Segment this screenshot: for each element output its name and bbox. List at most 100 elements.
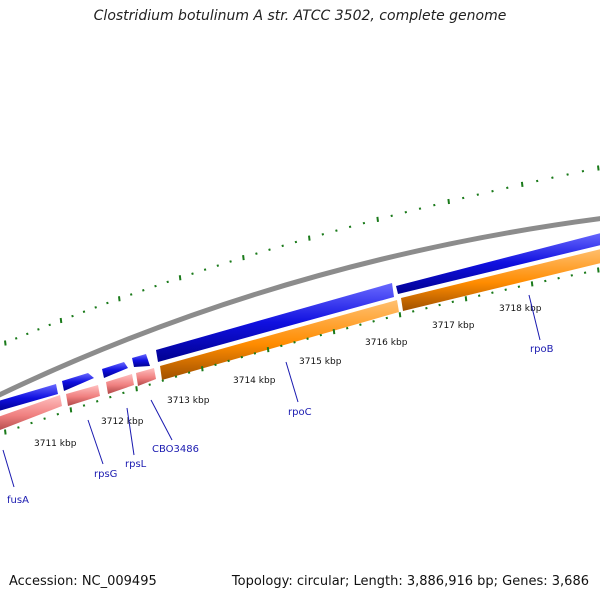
tick-mark bbox=[477, 294, 481, 297]
tick-mark bbox=[332, 328, 336, 335]
tick-mark bbox=[566, 173, 569, 176]
tick-mark bbox=[14, 337, 18, 340]
tick-mark bbox=[129, 293, 133, 296]
tick-mark bbox=[345, 326, 349, 330]
tick-mark bbox=[161, 379, 165, 382]
tick-mark bbox=[56, 412, 60, 416]
tick-mark bbox=[17, 426, 20, 429]
tick-mark bbox=[4, 429, 7, 435]
tick-mark bbox=[82, 310, 86, 313]
tick-mark bbox=[376, 216, 379, 223]
tick-mark bbox=[398, 312, 402, 318]
genome-backbone bbox=[0, 216, 600, 398]
tick-mark bbox=[26, 332, 29, 336]
reverse-operon-2 bbox=[401, 249, 600, 311]
tick-mark bbox=[4, 340, 7, 346]
outer-tick-marks bbox=[4, 165, 600, 346]
tick-mark bbox=[517, 285, 521, 288]
tick-mark bbox=[597, 267, 600, 273]
tick-mark bbox=[551, 176, 554, 179]
tick-mark bbox=[359, 323, 362, 326]
tick-mark bbox=[581, 169, 585, 173]
tick-mark bbox=[535, 179, 539, 183]
tick-mark bbox=[308, 235, 311, 241]
tick-mark bbox=[253, 352, 257, 355]
tick-mark bbox=[476, 193, 480, 196]
kbp-label: 3715 kbp bbox=[299, 357, 342, 367]
tick-mark bbox=[268, 248, 271, 251]
kbp-label: 3711 kbp bbox=[34, 439, 77, 449]
tick-mark bbox=[404, 210, 408, 214]
tick-mark bbox=[203, 268, 207, 271]
tick-mark bbox=[451, 300, 455, 304]
tick-mark bbox=[447, 198, 450, 205]
tick-mark bbox=[122, 391, 125, 395]
tick-mark bbox=[433, 203, 436, 207]
tick-mark bbox=[94, 306, 97, 309]
tick-mark bbox=[255, 252, 258, 255]
tick-mark bbox=[504, 288, 507, 291]
tick-mark bbox=[372, 320, 375, 323]
reverse-gene-1 bbox=[0, 395, 62, 431]
gene-label-rpsL: rpsL bbox=[125, 459, 147, 470]
tick-mark bbox=[464, 296, 468, 302]
tick-mark bbox=[570, 274, 574, 277]
tick-mark bbox=[59, 317, 63, 324]
tick-mark bbox=[321, 233, 325, 236]
tick-mark bbox=[557, 276, 560, 280]
reverse-operon-1 bbox=[160, 300, 399, 380]
tick-mark bbox=[319, 333, 323, 337]
tick-mark bbox=[411, 310, 415, 313]
gene-label-rpsG: rpsG bbox=[94, 469, 117, 480]
tick-mark bbox=[37, 328, 40, 331]
gene-leader-lines bbox=[2, 294, 541, 488]
tick-mark bbox=[348, 225, 352, 229]
gene-label-CBO3486: CBO3486 bbox=[152, 444, 199, 455]
tick-mark bbox=[106, 301, 109, 305]
tick-mark bbox=[280, 344, 283, 348]
tick-mark bbox=[242, 254, 245, 261]
reverse-gene-2 bbox=[66, 385, 100, 406]
tick-mark bbox=[385, 316, 389, 320]
tick-mark bbox=[520, 181, 524, 188]
tick-mark bbox=[82, 404, 86, 407]
tick-mark bbox=[583, 271, 587, 274]
kbp-labels: 3711 kbp 3712 kbp 3713 kbp 3714 kbp 3715… bbox=[34, 304, 542, 449]
tick-mark bbox=[240, 355, 244, 359]
forward-strand bbox=[0, 233, 600, 411]
tick-mark bbox=[216, 264, 220, 267]
gene-rpoC-arrow bbox=[156, 283, 394, 362]
tick-mark bbox=[142, 289, 145, 292]
gene-label-rpoB: rpoB bbox=[530, 344, 554, 355]
tick-mark bbox=[425, 306, 428, 310]
reverse-strand bbox=[0, 249, 600, 431]
tick-mark bbox=[438, 303, 441, 307]
tick-mark bbox=[294, 240, 298, 244]
tick-mark bbox=[118, 296, 121, 302]
tick-mark bbox=[135, 386, 138, 392]
reverse-gene-3 bbox=[106, 374, 134, 394]
tick-mark bbox=[191, 272, 194, 275]
accession-text: Accession: NC_009495 bbox=[9, 574, 157, 589]
gene-CBO3486-arrow bbox=[132, 354, 150, 367]
reverse-gene-4 bbox=[136, 368, 156, 386]
kbp-label: 3718 kbp bbox=[499, 304, 542, 314]
tick-mark bbox=[109, 395, 112, 399]
tick-mark bbox=[306, 337, 309, 340]
kbp-label: 3716 kbp bbox=[365, 338, 408, 348]
tick-mark bbox=[491, 291, 494, 294]
gene-rpsG-arrow bbox=[62, 373, 94, 391]
tick-mark bbox=[530, 281, 534, 287]
tick-mark bbox=[174, 375, 178, 378]
tick-mark bbox=[362, 221, 366, 225]
tick-mark bbox=[154, 284, 157, 288]
tick-mark bbox=[71, 314, 74, 318]
tick-mark bbox=[293, 341, 296, 344]
map-title: Clostridium botulinum A str. ATCC 3502, … bbox=[93, 8, 507, 24]
genome-summary-text: Topology: circular; Length: 3,886,916 bp… bbox=[231, 574, 589, 589]
tick-mark bbox=[227, 359, 230, 363]
tick-mark bbox=[229, 260, 232, 263]
tick-mark bbox=[544, 279, 547, 283]
kbp-label: 3713 kbp bbox=[167, 396, 210, 406]
tick-mark bbox=[166, 280, 169, 284]
